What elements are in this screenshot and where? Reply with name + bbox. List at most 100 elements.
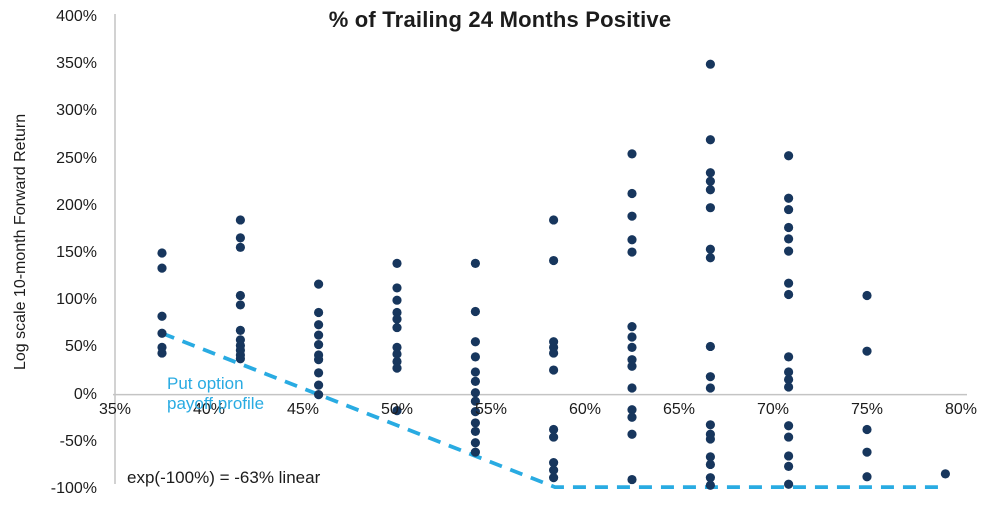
data-point: [784, 246, 794, 256]
data-point: [392, 295, 402, 305]
data-point: [235, 354, 245, 364]
data-point: [392, 322, 402, 333]
data-point: [705, 253, 715, 263]
y-tick-label: 50%: [64, 338, 97, 356]
y-tick-label: 250%: [56, 149, 97, 167]
x-tick-label: 60%: [568, 401, 602, 418]
data-point: [862, 424, 872, 435]
data-point: [705, 473, 715, 483]
data-point: [862, 447, 872, 457]
data-point: [705, 383, 715, 393]
data-point: [314, 368, 324, 378]
data-point: [392, 314, 402, 324]
data-point: [627, 412, 637, 422]
data-point: [235, 290, 245, 301]
y-tick-label: 200%: [56, 196, 97, 214]
data-point: [784, 432, 794, 442]
data-point: [392, 258, 402, 268]
data-point: [314, 390, 324, 400]
data-point: [784, 382, 794, 392]
data-point: [627, 322, 637, 332]
data-point: [470, 447, 480, 457]
data-point: [705, 168, 715, 178]
data-point: [157, 248, 167, 258]
data-point: [549, 215, 559, 225]
put-option-label: Put option payoff profile: [167, 374, 265, 414]
data-point: [235, 233, 245, 243]
data-point: [470, 426, 480, 437]
data-point: [627, 429, 637, 439]
y-tick-label: 400%: [56, 8, 97, 25]
x-tick-label: 35%: [98, 401, 132, 418]
data-point: [392, 307, 402, 318]
data-point: [784, 193, 794, 203]
data-point: [314, 279, 324, 289]
data-point: [392, 356, 402, 367]
data-point: [627, 332, 637, 342]
data-point: [470, 406, 480, 417]
data-point: [549, 457, 559, 468]
data-point: [705, 185, 715, 195]
data-point: [627, 211, 637, 221]
x-tick-label: 75%: [850, 401, 884, 418]
put-option-payoff-line: [161, 331, 946, 490]
data-point: [549, 424, 559, 435]
data-point: [705, 459, 715, 470]
x-tick-label: 50%: [380, 401, 414, 418]
data-point: [940, 469, 950, 479]
data-point: [314, 380, 324, 390]
data-point: [392, 406, 402, 416]
y-tick-label: -100%: [50, 480, 97, 497]
data-point: [157, 348, 167, 358]
data-point: [784, 222, 794, 233]
data-point: [862, 290, 872, 301]
y-tick-label: 0%: [73, 385, 97, 403]
data-point: [157, 311, 167, 321]
data-point: [627, 149, 637, 159]
data-point: [549, 465, 559, 475]
data-point: [627, 355, 637, 365]
x-tick-label: 80%: [944, 401, 978, 418]
x-tick-label: 40%: [192, 401, 226, 418]
data-point: [314, 339, 324, 350]
data-point: [705, 203, 715, 213]
data-point: [470, 418, 480, 428]
data-point: [705, 480, 715, 490]
chart-title: % of Trailing 24 Months Positive: [328, 7, 672, 32]
data-point: [784, 374, 794, 385]
data-point: [705, 176, 715, 186]
data-point: [784, 289, 794, 300]
data-point: [627, 383, 637, 393]
y-tick-label: 150%: [56, 244, 97, 261]
data-point: [470, 388, 480, 398]
data-point: [549, 432, 559, 442]
data-point: [627, 405, 637, 415]
data-point: [627, 235, 637, 245]
data-point: [470, 438, 480, 448]
data-point: [627, 342, 637, 352]
data-point: [784, 204, 794, 215]
data-point: [784, 234, 794, 244]
x-tick-label: 45%: [286, 401, 320, 418]
data-point: [549, 365, 559, 375]
data-point: [470, 396, 480, 406]
data-point: [314, 320, 324, 330]
data-point: [784, 352, 794, 362]
data-point: [392, 363, 402, 373]
data-point: [784, 278, 794, 288]
data-point: [862, 472, 872, 482]
data-point: [470, 337, 480, 347]
data-point: [314, 355, 324, 365]
data-point: [314, 330, 324, 340]
data-point: [784, 151, 794, 161]
data-point: [235, 300, 245, 310]
data-point: [705, 372, 715, 382]
data-point: [157, 263, 167, 273]
data-point: [784, 421, 794, 431]
data-point: [392, 342, 402, 352]
data-point: [549, 348, 559, 358]
y-tick-label: -50%: [59, 432, 97, 450]
x-tick-label: 65%: [662, 401, 696, 418]
